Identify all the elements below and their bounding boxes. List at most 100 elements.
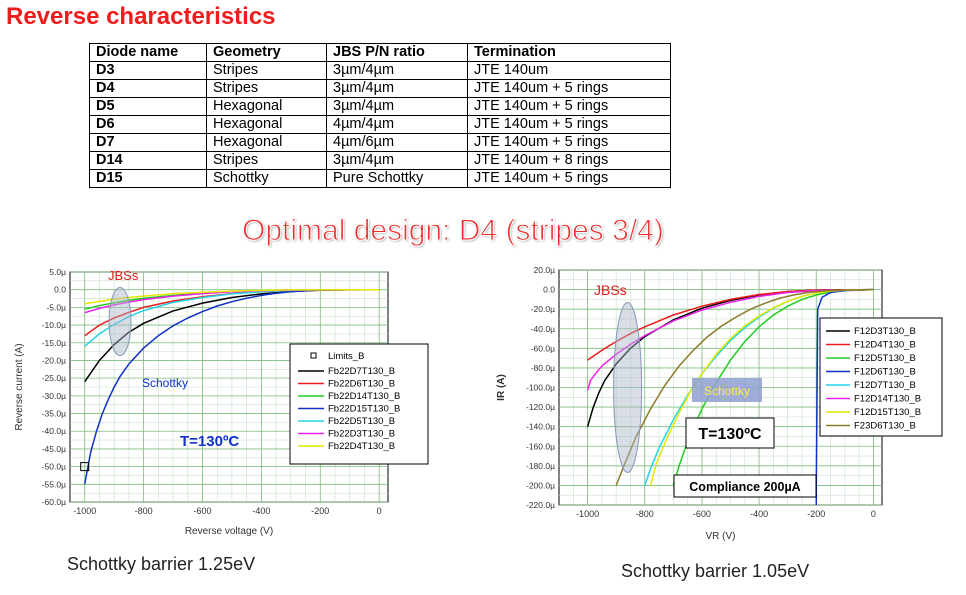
x-tick-label: -1000: [576, 509, 599, 519]
diode-name-cell: D6: [89, 115, 207, 134]
series-line: [83, 288, 380, 485]
y-tick-label: 0.0: [543, 285, 555, 295]
diode-name-cell: D3: [89, 61, 207, 80]
y-tick-label: -140.0µ: [526, 422, 555, 432]
y-tick-label: -30.0µ: [42, 391, 66, 401]
table-header-cell: Diode name: [89, 43, 207, 62]
x-tick-label: -400: [252, 506, 270, 516]
y-tick-label: -160.0µ: [526, 441, 555, 451]
table-row: D3 Stripes 3µm/4µm JTE 140um: [89, 61, 671, 80]
table-cell: JTE 140um + 5 rings: [467, 115, 671, 134]
y-tick-label: 5.0µ: [49, 267, 66, 277]
left-reverse-iv-chart: -1000 -800 -600 -400 -200 0 5.0µ 0.0 -5.0µ -10.0µ…: [14, 267, 429, 537]
y-tick-label: -50.0µ: [42, 462, 66, 472]
legend-label: F12D5T130_B: [854, 353, 916, 364]
y-tick-label: -40.0µ: [42, 426, 66, 436]
x-tick-label: 0: [871, 509, 876, 519]
table-header-cell: Geometry: [206, 43, 327, 62]
temperature-annotation: T=130ºC: [698, 426, 762, 443]
legend-label: Limits_B: [328, 351, 364, 362]
x-axis-label: VR (V): [706, 531, 736, 542]
y-tick-label: -220.0µ: [526, 500, 555, 510]
jbs-ellipse: [108, 287, 132, 357]
table-cell: Stripes: [206, 79, 327, 98]
y-tick-label: -55.0µ: [42, 479, 66, 489]
legend-label: F12D14T130_B: [854, 394, 921, 405]
y-tick-label: -180.0µ: [526, 461, 555, 471]
jbs-annotation: JBSs: [594, 282, 627, 298]
y-axis-label: Reverse current (A): [14, 343, 25, 430]
diode-name-cell: D4: [89, 79, 207, 98]
table-cell: 3µm/4µm: [326, 79, 468, 98]
y-tick-label: 0.0: [54, 285, 66, 295]
table-cell: Schottky: [206, 169, 327, 188]
table-cell: JTE 140um + 8 rings: [467, 151, 671, 170]
x-tick-label: 0: [377, 506, 382, 516]
legend-label: F12D3T130_B: [854, 326, 916, 337]
right-reverse-iv-chart: -1000 -800 -600 -400 -200 0 20.0µ 0.0 -20.0µ -40.…: [496, 265, 943, 542]
diode-table: Diode name Geometry JBS P/N ratio Termin…: [89, 43, 671, 188]
x-tick-label: -600: [693, 509, 711, 519]
legend-label: F12D7T130_B: [854, 380, 916, 391]
table-cell: JTE 140um + 5 rings: [467, 79, 671, 98]
table-cell: 4µm/6µm: [326, 133, 468, 152]
y-tick-label: -20.0µ: [42, 355, 66, 365]
table-row: D7 Hexagonal 4µm/6µm JTE 140um + 5 rings: [89, 133, 671, 152]
y-tick-label: -60.0µ: [42, 497, 66, 507]
diode-name-cell: D15: [89, 169, 207, 188]
table-row: D14 Stripes 3µm/4µm JTE 140um + 8 rings: [89, 151, 671, 170]
x-tick-label: -200: [807, 509, 825, 519]
table-cell: JTE 140um + 5 rings: [467, 169, 671, 188]
table-cell: Pure Schottky: [326, 169, 468, 188]
y-tick-label: -120.0µ: [526, 402, 555, 412]
legend-limit-marker: [310, 352, 317, 359]
table-cell: 3µm/4µm: [326, 97, 468, 116]
table-header-cell: JBS P/N ratio: [326, 43, 468, 62]
legend-label: F12D4T130_B: [854, 340, 916, 351]
y-tick-label: 20.0µ: [534, 265, 556, 275]
legend-box: [819, 317, 943, 437]
jbs-annotation: JBSs: [108, 268, 139, 283]
legend-label: Fb22D7T130_B: [328, 366, 395, 377]
legend-label: F12D6T130_B: [854, 367, 916, 378]
diode-name-cell: D5: [89, 97, 207, 116]
right-caption: Schottky barrier 1.05eV: [621, 561, 810, 581]
legend-label: Fb22D3T130_B: [328, 429, 395, 440]
series-line: [587, 288, 874, 361]
temperature-box: [685, 417, 775, 449]
legend-box: [289, 343, 429, 465]
y-tick-label: -10.0µ: [42, 320, 66, 330]
table-cell: 3µm/4µm: [326, 61, 468, 80]
temperature-annotation: T=130ºC: [180, 433, 239, 450]
optimal-design-callout: Optimal design: D4 (stripes 3/4): [242, 214, 665, 248]
table-header-row: Diode name Geometry JBS P/N ratio Termin…: [89, 43, 671, 62]
y-tick-label: -5.0µ: [46, 302, 66, 312]
x-tick-label: -800: [636, 509, 654, 519]
x-tick-label: -1000: [73, 506, 96, 516]
limit-marker: [80, 462, 90, 472]
table-cell: 4µm/4µm: [326, 115, 468, 134]
x-tick-label: -400: [750, 509, 768, 519]
legend-label: F12D15T130_B: [854, 407, 921, 418]
table-row: D4 Stripes 3µm/4µm JTE 140um + 5 rings: [89, 79, 671, 98]
table-cell: Hexagonal: [206, 97, 327, 116]
series-line: [586, 288, 874, 391]
table-cell: JTE 140um: [467, 61, 671, 80]
y-tick-label: -200.0µ: [526, 480, 555, 490]
table-cell: Hexagonal: [206, 133, 327, 152]
table-cell: JTE 140um + 5 rings: [467, 133, 671, 152]
y-tick-label: -60.0µ: [531, 343, 555, 353]
table-cell: Stripes: [206, 61, 327, 80]
y-tick-label: -35.0µ: [42, 409, 66, 419]
y-axis-label: IR (A): [496, 374, 507, 401]
y-tick-label: -45.0µ: [42, 444, 66, 454]
y-tick-label: -15.0µ: [42, 338, 66, 348]
left-caption: Schottky barrier 1.25eV: [67, 554, 256, 574]
page-title: Reverse characteristics: [6, 3, 276, 30]
y-tick-label: -80.0µ: [531, 363, 555, 373]
x-tick-label: -200: [311, 506, 329, 516]
diode-name-cell: D14: [89, 151, 207, 170]
compliance-box: [673, 474, 817, 498]
x-tick-label: -800: [135, 506, 153, 516]
table-row: D6 Hexagonal 4µm/4µm JTE 140um + 5 rings: [89, 115, 671, 134]
